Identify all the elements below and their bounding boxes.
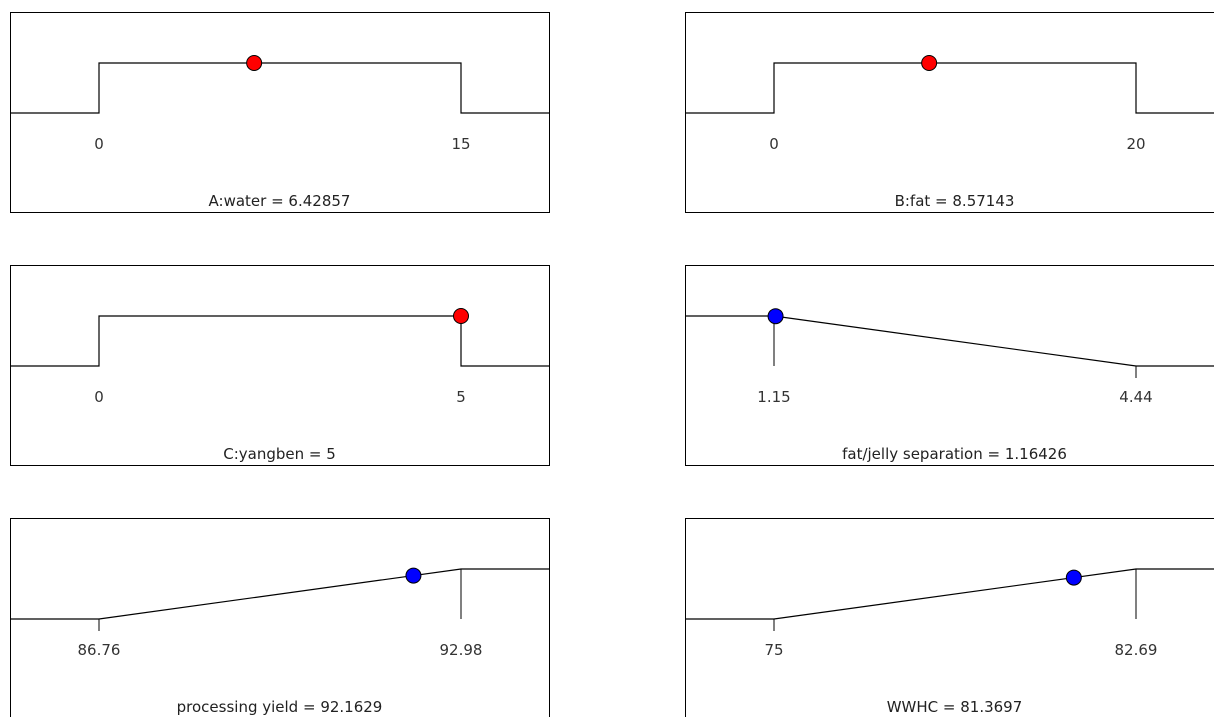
current-value-point xyxy=(405,567,422,584)
current-value-point xyxy=(453,308,469,324)
high-tick-label: 5 xyxy=(456,388,466,406)
desirability-curve xyxy=(685,315,1214,367)
high-tick-label: 92.98 xyxy=(440,641,483,659)
current-value-point xyxy=(246,55,263,71)
desirability-curve xyxy=(10,62,550,114)
low-tick-label: 86.76 xyxy=(78,641,121,659)
panel-frame xyxy=(685,265,1214,466)
ramp-panel-5: 86.76 92.98 processing yield = 92.1629 xyxy=(10,518,550,717)
high-tick-label: 82.69 xyxy=(1115,641,1158,659)
panel-caption: C:yangben = 5 xyxy=(223,445,336,463)
high-tick-label: 15 xyxy=(451,135,470,153)
current-value-point xyxy=(767,308,784,325)
panel-caption: A:water = 6.42857 xyxy=(209,192,351,210)
panel-frame xyxy=(685,518,1214,717)
desirability-curve xyxy=(10,315,550,367)
high-tick-label: 20 xyxy=(1126,135,1145,153)
current-value-point xyxy=(921,55,938,71)
desirability-curve xyxy=(685,568,1214,620)
panel-caption: processing yield = 92.1629 xyxy=(177,698,383,716)
low-tick-label: 0 xyxy=(769,135,779,153)
ramp-panel-4: 1.15 4.44 fat/jelly separation = 1.16426 xyxy=(685,265,1214,466)
panel-caption: fat/jelly separation = 1.16426 xyxy=(842,445,1067,463)
low-tick-label: 75 xyxy=(764,641,783,659)
ramp-panel-2: 0 20 B:fat = 8.57143 xyxy=(685,12,1214,213)
ramp-panel-1: 0 15 A:water = 6.42857 xyxy=(10,12,550,213)
high-tick-label: 4.44 xyxy=(1119,388,1152,406)
ramp-panel-6: 75 82.69 WWHC = 81.3697 xyxy=(685,518,1214,717)
low-tick-label: 0 xyxy=(94,388,104,406)
desirability-curve xyxy=(10,568,550,620)
panel-frame xyxy=(10,518,550,717)
low-tick-label: 0 xyxy=(94,135,104,153)
low-tick-label: 1.15 xyxy=(757,388,790,406)
desirability-curve xyxy=(685,62,1214,114)
panel-caption: WWHC = 81.3697 xyxy=(887,698,1023,716)
current-value-point xyxy=(1065,569,1082,586)
ramp-panel-3: 0 5 C:yangben = 5 xyxy=(10,265,550,466)
panel-caption: B:fat = 8.57143 xyxy=(895,192,1015,210)
